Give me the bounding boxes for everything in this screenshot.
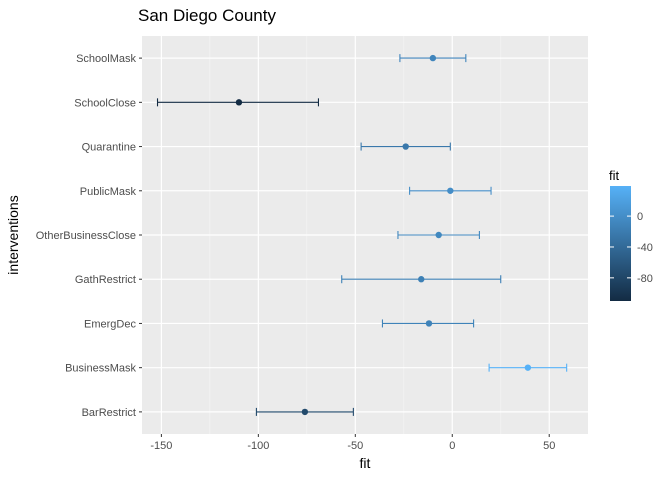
x-tick-label: 50: [543, 440, 555, 452]
fit-point: [301, 408, 309, 416]
errorbar-point: [156, 98, 320, 107]
y-tick-label: BusinessMask: [65, 363, 136, 375]
y-tick-label: OtherBusinessClose: [36, 230, 136, 242]
data-marks: [156, 54, 568, 416]
y-tick-label: SchoolMask: [76, 53, 136, 65]
errorbar-point: [360, 142, 451, 151]
y-tick-label: PublicMask: [80, 186, 137, 198]
errorbar-point: [255, 407, 354, 416]
legend-tick-label: -40: [637, 242, 653, 254]
fit-point: [418, 276, 425, 283]
legend-tick-label: 0: [637, 211, 643, 223]
legend-ticks: 0 -40 -80: [610, 211, 653, 285]
fit-point: [235, 99, 243, 106]
errorbar-point: [409, 186, 492, 195]
errorbar-point: [341, 275, 502, 284]
x-axis: -150 -100 -50 0 50: [150, 434, 555, 452]
color-legend: fit 0 -40 -80: [609, 168, 653, 301]
y-axis-title: interventions: [5, 195, 21, 274]
fit-point: [435, 231, 442, 239]
x-tick-label: -50: [347, 440, 363, 452]
y-tick-label: EmergDec: [84, 318, 136, 330]
fit-point: [429, 54, 437, 62]
errorbar-point: [488, 363, 568, 372]
x-tick-label: -150: [150, 440, 172, 452]
y-tick-label: BarRestrict: [82, 407, 136, 419]
x-tick-label: 0: [449, 440, 455, 452]
x-tick-label: -100: [247, 440, 269, 452]
y-tick-label: GathRestrict: [75, 274, 136, 286]
errorbar-point: [381, 319, 475, 328]
legend-tick-label: -80: [637, 273, 653, 285]
y-tick-label: SchoolClose: [74, 97, 136, 109]
y-axis: SchoolMask SchoolClose Quarantine PublicMas…: [36, 53, 142, 419]
fit-point: [524, 364, 532, 371]
fit-point: [425, 320, 433, 327]
x-axis-title: fit: [360, 455, 371, 471]
fit-point: [447, 187, 454, 194]
legend-colorbar: [610, 186, 631, 301]
fit-point: [402, 143, 409, 150]
legend-title: fit: [609, 168, 620, 183]
errorbar-point: [399, 54, 467, 63]
chart-title: San Diego County: [138, 6, 276, 25]
errorbar-point: [397, 231, 480, 239]
y-tick-label: Quarantine: [82, 142, 136, 154]
